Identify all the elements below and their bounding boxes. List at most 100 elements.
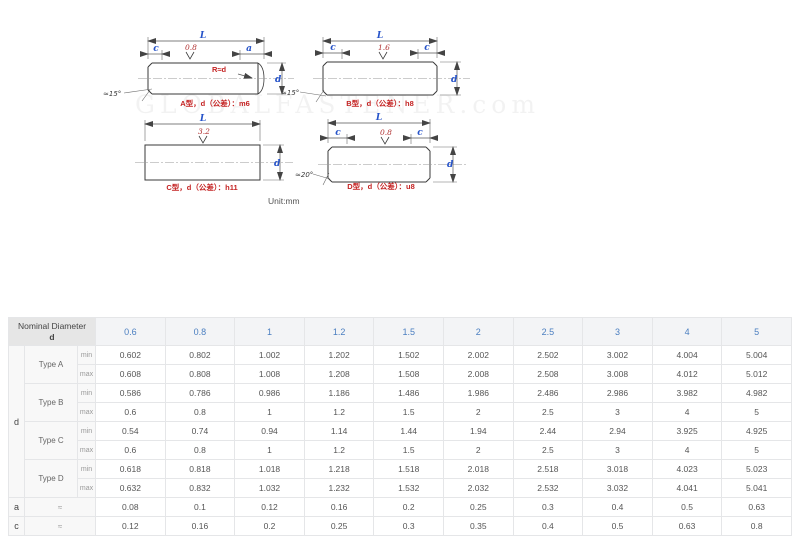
unit-label: Unit:mm (268, 196, 300, 206)
dim-d-a: d (267, 62, 286, 95)
cell: 0.3 (512, 497, 584, 517)
max-label: max (76, 364, 97, 384)
cell: 0.35 (443, 516, 514, 536)
type-b-cell: Type B (24, 383, 78, 422)
cell: 0.63 (651, 516, 723, 536)
cell: 4 (651, 440, 723, 460)
cell: 2.032 (443, 478, 514, 498)
cell: 1.532 (373, 478, 444, 498)
dim-label-d: d (274, 159, 281, 169)
cell: 0.586 (95, 383, 166, 403)
cell: 4.023 (651, 459, 723, 479)
dim-L-d: L (327, 113, 431, 143)
angle-note-b: ≈15° (281, 89, 327, 103)
cell: 1.002 (234, 345, 305, 365)
cell: 5.004 (721, 345, 792, 365)
cell: 1.518 (373, 459, 444, 479)
cell: 2.508 (512, 364, 584, 384)
dim-d-d: d (433, 146, 457, 183)
cell: 3.008 (582, 364, 653, 384)
cell: 0.74 (164, 421, 236, 441)
cell: 1.502 (373, 345, 444, 365)
dim-label-d: d (275, 75, 282, 85)
cell: 5.023 (721, 459, 792, 479)
cell: 0.2 (234, 516, 305, 536)
dim-c-a: c (140, 44, 170, 60)
cell: 2.986 (582, 383, 653, 403)
cell: 4.982 (721, 383, 792, 403)
dim-a-a: a (232, 44, 272, 60)
cell: 2.518 (512, 459, 584, 479)
dim-d-b: d (440, 61, 461, 96)
angle-label: ≈20° (295, 171, 313, 179)
cell: 5 (721, 440, 792, 460)
row-header-c: c (8, 516, 25, 536)
roughness-value: 3.2 (198, 127, 210, 136)
type-d-cell: Type D (24, 459, 78, 498)
cell: 0.8 (164, 440, 236, 460)
angle-label: ≈15° (281, 89, 299, 97)
cell: 0.25 (443, 497, 514, 517)
cell: 0.12 (234, 497, 305, 517)
cell: 0.16 (164, 516, 236, 536)
max-label: max (76, 402, 97, 422)
cell: 0.08 (95, 497, 166, 517)
cell: 3.982 (651, 383, 723, 403)
cell: 2.018 (443, 459, 514, 479)
cell: 1.202 (303, 345, 375, 365)
cell: 0.3 (373, 516, 444, 536)
roughness-symbol-a: 0.8 (185, 43, 197, 60)
pin-body-c (135, 144, 293, 181)
cell: 0.2 (373, 497, 444, 517)
cell: 0.602 (95, 345, 166, 365)
roughness-value: 0.8 (380, 128, 392, 137)
cell: 0.632 (95, 478, 166, 498)
type-b-label: B型，d（公差）：h8 (346, 98, 414, 108)
cell: 0.25 (303, 516, 375, 536)
max-label: max (76, 478, 97, 498)
cell: 0.16 (303, 497, 375, 517)
type-c-cell: Type C (24, 421, 78, 460)
type-a-label: A型，d（公差）：m6 (180, 98, 250, 108)
type-d-label: D型，d（公差）：u8 (347, 181, 415, 191)
cell: 2 (443, 402, 514, 422)
cell: 1.008 (234, 364, 305, 384)
cell: 1.232 (303, 478, 375, 498)
cell: 1.508 (373, 364, 444, 384)
roughness-symbol-b: 1.6 (378, 43, 390, 60)
cell: 0.12 (95, 516, 166, 536)
cell: 3.032 (582, 478, 653, 498)
table-row: max 0.608 0.808 1.008 1.208 1.508 2.008 … (9, 364, 792, 384)
cell: 2 (443, 440, 514, 460)
cell: 3 (582, 402, 653, 422)
drawing-type-c: L 3.2 d C型，d（公差）：h11 (135, 114, 293, 192)
col-header: 1.5 (373, 317, 444, 346)
cell: 2.5 (512, 402, 584, 422)
table-row-a: a ≈ 0.08 0.1 0.12 0.16 0.2 0.25 0.3 0.4 … (8, 497, 792, 517)
cell: 4 (651, 402, 723, 422)
cell: 4.012 (651, 364, 723, 384)
cell: 1.218 (303, 459, 375, 479)
min-label: min (76, 345, 97, 365)
corner-header: Nominal Diameter d (7, 317, 97, 346)
cell: 0.54 (95, 421, 166, 441)
cell: 0.94 (234, 421, 305, 441)
dim-c-left-b: c (315, 43, 350, 59)
table-row: Type B min 0.586 0.786 0.986 1.186 1.486… (9, 383, 792, 422)
cell: 3 (582, 440, 653, 460)
cell: 0.6 (95, 440, 166, 460)
dim-L-c: L (144, 114, 261, 141)
cell: 0.5 (651, 497, 723, 517)
cell: 0.986 (234, 383, 305, 403)
cell: 2.532 (512, 478, 584, 498)
dim-label-d: d (447, 160, 454, 170)
roughness-symbol-d: 0.8 (380, 128, 392, 145)
cell: 0.808 (164, 364, 236, 384)
drawing-type-b: L c c 1.6 d ≈15° B型，d（公差）：h (281, 31, 470, 108)
table-row: max 0.6 0.8 1 1.2 1.5 2 2.5 3 4 5 (9, 440, 792, 460)
dim-label-c: c (335, 128, 341, 138)
cell: 1.486 (373, 383, 444, 403)
cell: 0.1 (164, 497, 236, 517)
cell: 0.802 (164, 345, 236, 365)
